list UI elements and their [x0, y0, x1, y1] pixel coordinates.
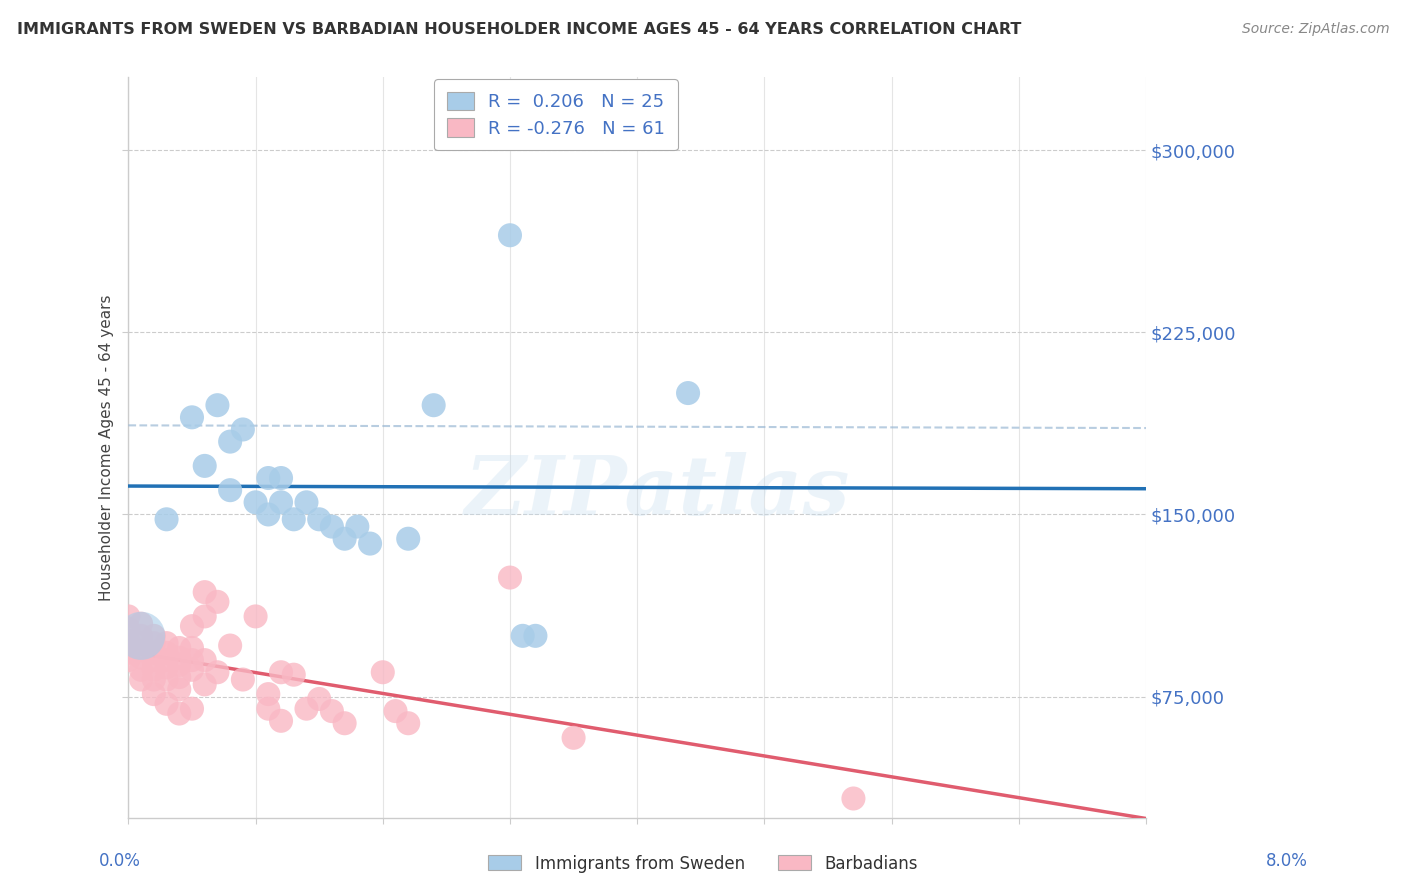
Point	[283, 512, 305, 526]
Point	[245, 495, 267, 509]
Point	[155, 512, 177, 526]
Point	[181, 663, 204, 677]
Point	[117, 609, 139, 624]
Point	[181, 410, 204, 425]
Point	[346, 519, 368, 533]
Text: Source: ZipAtlas.com: Source: ZipAtlas.com	[1241, 22, 1389, 37]
Point	[169, 650, 191, 665]
Point	[207, 595, 229, 609]
Point	[232, 673, 254, 687]
Point	[117, 640, 139, 655]
Legend: Immigrants from Sweden, Barbadians: Immigrants from Sweden, Barbadians	[481, 848, 925, 880]
Point	[207, 665, 229, 680]
Point	[384, 704, 406, 718]
Point	[219, 483, 242, 498]
Point	[142, 653, 165, 667]
Point	[169, 670, 191, 684]
Point	[842, 791, 865, 805]
Point	[169, 706, 191, 721]
Point	[155, 646, 177, 660]
Point	[270, 665, 292, 680]
Point	[270, 471, 292, 485]
Point	[142, 629, 165, 643]
Point	[155, 636, 177, 650]
Point	[129, 629, 152, 643]
Y-axis label: Householder Income Ages 45 - 64 years: Householder Income Ages 45 - 64 years	[100, 294, 114, 601]
Point	[181, 640, 204, 655]
Point	[333, 716, 356, 731]
Point	[512, 629, 534, 643]
Point	[129, 643, 152, 657]
Point	[219, 434, 242, 449]
Point	[499, 571, 522, 585]
Point	[129, 616, 152, 631]
Text: IMMIGRANTS FROM SWEDEN VS BARBADIAN HOUSEHOLDER INCOME AGES 45 - 64 YEARS CORREL: IMMIGRANTS FROM SWEDEN VS BARBADIAN HOUS…	[17, 22, 1021, 37]
Point	[422, 398, 444, 412]
Point	[129, 636, 152, 650]
Point	[194, 609, 217, 624]
Point	[181, 701, 204, 715]
Point	[117, 622, 139, 636]
Point	[295, 495, 318, 509]
Point	[129, 650, 152, 665]
Point	[219, 639, 242, 653]
Point	[181, 619, 204, 633]
Point	[194, 677, 217, 691]
Point	[308, 512, 330, 526]
Point	[676, 386, 699, 401]
Legend: R =  0.206   N = 25, R = -0.276   N = 61: R = 0.206 N = 25, R = -0.276 N = 61	[434, 79, 678, 150]
Point	[321, 704, 343, 718]
Point	[257, 471, 280, 485]
Point	[232, 422, 254, 436]
Point	[562, 731, 585, 745]
Point	[142, 687, 165, 701]
Point	[396, 716, 419, 731]
Text: 0.0%: 0.0%	[98, 852, 141, 870]
Text: 8.0%: 8.0%	[1265, 852, 1308, 870]
Point	[129, 629, 152, 643]
Text: ZIPatlas: ZIPatlas	[465, 452, 851, 533]
Point	[117, 653, 139, 667]
Point	[321, 519, 343, 533]
Point	[181, 653, 204, 667]
Point	[270, 495, 292, 509]
Point	[169, 682, 191, 697]
Point	[142, 663, 165, 677]
Point	[155, 673, 177, 687]
Point	[396, 532, 419, 546]
Point	[359, 536, 381, 550]
Point	[308, 692, 330, 706]
Point	[295, 701, 318, 715]
Point	[283, 667, 305, 681]
Point	[117, 646, 139, 660]
Point	[257, 508, 280, 522]
Point	[194, 458, 217, 473]
Point	[257, 701, 280, 715]
Point	[129, 663, 152, 677]
Point	[142, 646, 165, 660]
Point	[245, 609, 267, 624]
Point	[129, 673, 152, 687]
Point	[155, 660, 177, 674]
Point	[194, 585, 217, 599]
Point	[499, 228, 522, 243]
Point	[142, 673, 165, 687]
Point	[371, 665, 394, 680]
Point	[194, 653, 217, 667]
Point	[207, 398, 229, 412]
Point	[270, 714, 292, 728]
Point	[257, 687, 280, 701]
Point	[169, 657, 191, 672]
Point	[333, 532, 356, 546]
Point	[155, 697, 177, 711]
Point	[142, 636, 165, 650]
Point	[524, 629, 547, 643]
Point	[169, 640, 191, 655]
Point	[155, 653, 177, 667]
Point	[117, 633, 139, 648]
